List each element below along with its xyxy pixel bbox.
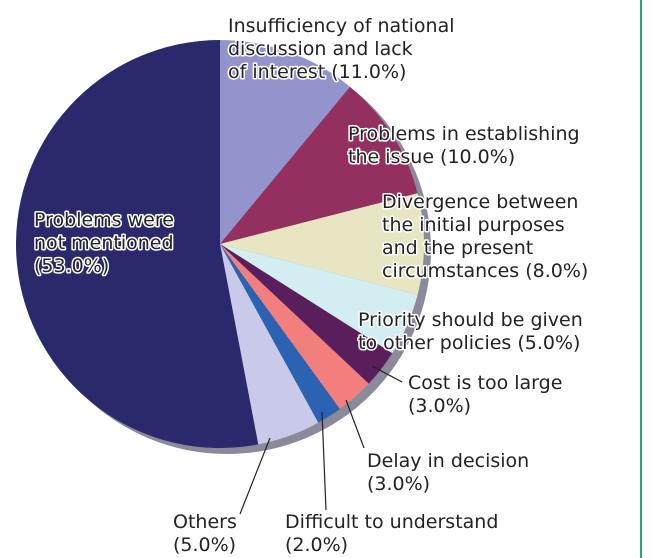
slice-label: Difficult to understand: [285, 511, 498, 533]
slice-label: Insufficiency of national discussion and…: [228, 15, 461, 83]
label-line: Delay in decision: [367, 450, 529, 472]
slice-label: Priority should be given to other polici…: [358, 309, 589, 354]
pie-slice: [220, 40, 351, 244]
leader-line: [345, 399, 365, 449]
pie-slice: [220, 244, 393, 384]
slice-label: Delay in decision: [367, 450, 529, 472]
pie-slice: [220, 86, 418, 244]
pie-slice: [220, 244, 340, 423]
labels: Insufficiency of national discussion and…: [33, 14, 591, 558]
value-label: (53.0%): [34, 255, 109, 277]
pie-slice: [220, 193, 425, 295]
value-label: (8.0%): [525, 260, 588, 282]
label-line: and the present: [382, 237, 539, 259]
label-line: circumstances: [382, 260, 519, 282]
label-line: Priority should be given: [358, 309, 589, 331]
label-line: discussion and lack: [228, 38, 419, 60]
pie-slice: [220, 244, 418, 354]
label-line: the issue: [348, 146, 434, 168]
value-label: (5.0%): [517, 332, 580, 354]
label-line: Problems were: [34, 209, 180, 231]
slice-label: Problems were not mentioned: [34, 209, 180, 254]
label-line: Difficult to understand: [285, 511, 498, 533]
label-line: Insufficiency of national: [228, 15, 461, 37]
slice-label: Others: [173, 511, 237, 533]
pie: [16, 40, 431, 454]
pie-slice: [16, 40, 259, 448]
leader-line: [371, 365, 403, 383]
label-line: of interest: [228, 61, 325, 83]
label-line: the initial purposes: [382, 214, 571, 236]
value-label: (3.0%): [408, 395, 471, 417]
value-label: (5.0%): [173, 534, 236, 556]
leader-line: [239, 437, 271, 515]
pie-slice: [220, 244, 319, 445]
label-line: Problems in establishing: [348, 123, 586, 145]
slice-label: Problems in establishing the issue: [348, 123, 586, 168]
value-label: (3.0%): [367, 473, 430, 495]
value-label: (11.0%): [331, 61, 406, 83]
label-line: Divergence between: [382, 191, 585, 213]
slice-label: Cost is too large: [408, 372, 562, 394]
label-line: Others: [173, 511, 237, 533]
value-label: (2.0%): [285, 534, 348, 556]
leader-line: [321, 411, 327, 511]
label-line: Cost is too large: [408, 372, 562, 394]
pie-slice: [220, 244, 369, 410]
label-line: not mentioned: [34, 232, 174, 254]
value-label: (10.0%): [440, 146, 515, 168]
slice-label: Divergence between the initial purposes …: [382, 191, 585, 282]
label-line: to other policies: [358, 332, 511, 354]
